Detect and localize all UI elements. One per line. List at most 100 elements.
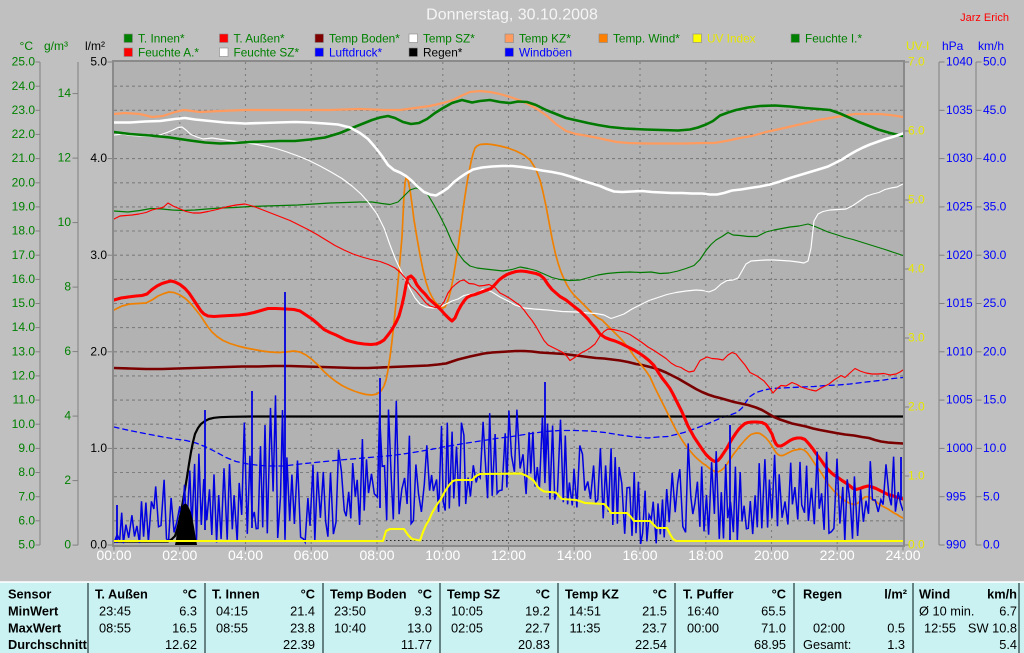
svg-text:2.0: 2.0 [90, 344, 107, 358]
svg-text:30.0: 30.0 [983, 248, 1007, 262]
svg-text:Feuchte I.*: Feuchte I.* [805, 32, 862, 46]
svg-text:08:55: 08:55 [216, 621, 248, 636]
svg-text:14:00: 14:00 [557, 547, 592, 563]
svg-text:23:45: 23:45 [99, 604, 131, 619]
svg-text:08:55: 08:55 [99, 621, 131, 636]
svg-text:T. Außen*: T. Außen* [234, 32, 286, 46]
svg-text:15.0: 15.0 [12, 296, 36, 310]
svg-text:12: 12 [58, 151, 72, 165]
svg-text:11.77: 11.77 [401, 637, 432, 652]
svg-text:Durchschnitt: Durchschnitt [8, 637, 88, 652]
svg-text:2: 2 [64, 473, 71, 487]
svg-text:8.0: 8.0 [18, 465, 35, 479]
svg-text:°C: °C [772, 587, 786, 602]
svg-text:6.7: 6.7 [999, 604, 1017, 619]
svg-text:22.0: 22.0 [12, 127, 36, 141]
svg-text:23.0: 23.0 [12, 103, 36, 117]
svg-text:Temp KZ: Temp KZ [565, 587, 619, 602]
svg-text:Regen: Regen [803, 587, 842, 602]
svg-text:MaxWert: MaxWert [8, 621, 62, 636]
svg-text:0.0: 0.0 [908, 538, 925, 552]
svg-text:UV Index: UV Index [707, 32, 756, 46]
svg-text:Temp KZ*: Temp KZ* [519, 32, 571, 46]
svg-text:08:00: 08:00 [359, 547, 394, 563]
svg-text:10.0: 10.0 [12, 417, 36, 431]
svg-text:25.0: 25.0 [983, 296, 1007, 310]
svg-text:71.0: 71.0 [761, 621, 786, 636]
svg-text:SW 10.8: SW 10.8 [968, 621, 1017, 636]
svg-text:1015: 1015 [946, 296, 973, 310]
svg-text:18:00: 18:00 [688, 547, 723, 563]
svg-text:23.7: 23.7 [642, 621, 667, 636]
svg-text:68.95: 68.95 [754, 637, 786, 652]
svg-text:990: 990 [946, 538, 966, 552]
svg-text:3.0: 3.0 [908, 331, 925, 345]
svg-text:Jarz Erich: Jarz Erich [960, 12, 1009, 24]
svg-text:35.0: 35.0 [983, 200, 1007, 214]
svg-text:11.0: 11.0 [13, 393, 36, 407]
svg-text:10: 10 [58, 215, 72, 229]
svg-text:16:40: 16:40 [687, 604, 719, 619]
svg-text:T. Außen: T. Außen [95, 587, 148, 602]
svg-text:Feuchte SZ*: Feuchte SZ* [234, 46, 300, 60]
svg-text:0: 0 [64, 538, 71, 552]
svg-text:Luftdruck*: Luftdruck* [329, 46, 383, 60]
svg-text:21.4: 21.4 [290, 604, 315, 619]
svg-text:Donnerstag, 30.10.2008: Donnerstag, 30.10.2008 [426, 7, 598, 24]
svg-text:10:40: 10:40 [334, 621, 366, 636]
svg-text:1000: 1000 [946, 441, 973, 455]
svg-text:17.0: 17.0 [12, 248, 36, 262]
svg-text:2.0: 2.0 [908, 400, 925, 414]
svg-text:21.5: 21.5 [642, 604, 667, 619]
svg-text:5.0: 5.0 [908, 193, 925, 207]
svg-text:1020: 1020 [946, 248, 973, 262]
svg-text:12:55: 12:55 [924, 621, 956, 636]
svg-text:12.0: 12.0 [12, 369, 36, 383]
svg-text:19.0: 19.0 [12, 200, 36, 214]
svg-text:Temp SZ*: Temp SZ* [423, 32, 475, 46]
svg-text:13.0: 13.0 [407, 621, 432, 636]
svg-text:12.62: 12.62 [165, 637, 197, 652]
svg-text:1005: 1005 [946, 393, 973, 407]
svg-text:11:35: 11:35 [569, 621, 600, 636]
svg-text:Windböen: Windböen [519, 46, 572, 60]
svg-text:Feuchte A.*: Feuchte A.* [138, 46, 199, 60]
svg-text:02:00: 02:00 [162, 547, 197, 563]
svg-text:°C: °C [653, 587, 667, 602]
svg-text:23.8: 23.8 [290, 621, 315, 636]
svg-text:Regen*: Regen* [423, 46, 463, 60]
svg-text:50.0: 50.0 [983, 55, 1007, 69]
svg-text:22.54: 22.54 [635, 637, 667, 652]
svg-text:15.0: 15.0 [983, 393, 1007, 407]
svg-text:40.0: 40.0 [983, 151, 1007, 165]
svg-text:10:05: 10:05 [451, 604, 483, 619]
svg-text:°C: °C [418, 587, 432, 602]
svg-text:6.0: 6.0 [18, 513, 35, 527]
svg-text:Temp Boden*: Temp Boden* [329, 32, 400, 46]
svg-text:19.2: 19.2 [525, 604, 550, 619]
svg-text:8: 8 [64, 280, 71, 294]
svg-text:°C: °C [536, 587, 550, 602]
svg-text:°C: °C [183, 587, 197, 602]
svg-text:22.7: 22.7 [525, 621, 550, 636]
svg-text:7.0: 7.0 [908, 55, 925, 69]
svg-text:l/m²: l/m² [85, 39, 105, 53]
svg-text:1.3: 1.3 [887, 637, 905, 652]
svg-text:6.0: 6.0 [908, 124, 925, 138]
svg-text:0.0: 0.0 [90, 538, 107, 552]
svg-text:T. Innen: T. Innen [212, 587, 260, 602]
svg-text:Wind: Wind [919, 587, 950, 602]
svg-text:16:00: 16:00 [622, 547, 657, 563]
svg-text:02:00: 02:00 [813, 621, 845, 636]
svg-text:20:00: 20:00 [754, 547, 789, 563]
svg-text:5.0: 5.0 [90, 55, 107, 69]
svg-text:5.0: 5.0 [983, 489, 1000, 503]
svg-text:9.3: 9.3 [414, 604, 432, 619]
svg-text:Sensor: Sensor [8, 587, 51, 602]
svg-text:5.0: 5.0 [18, 538, 35, 552]
svg-text:5.4: 5.4 [999, 637, 1017, 652]
svg-text:1010: 1010 [946, 344, 973, 358]
svg-text:MinWert: MinWert [8, 604, 59, 619]
svg-text:22:00: 22:00 [820, 547, 855, 563]
svg-text:45.0: 45.0 [983, 103, 1007, 117]
